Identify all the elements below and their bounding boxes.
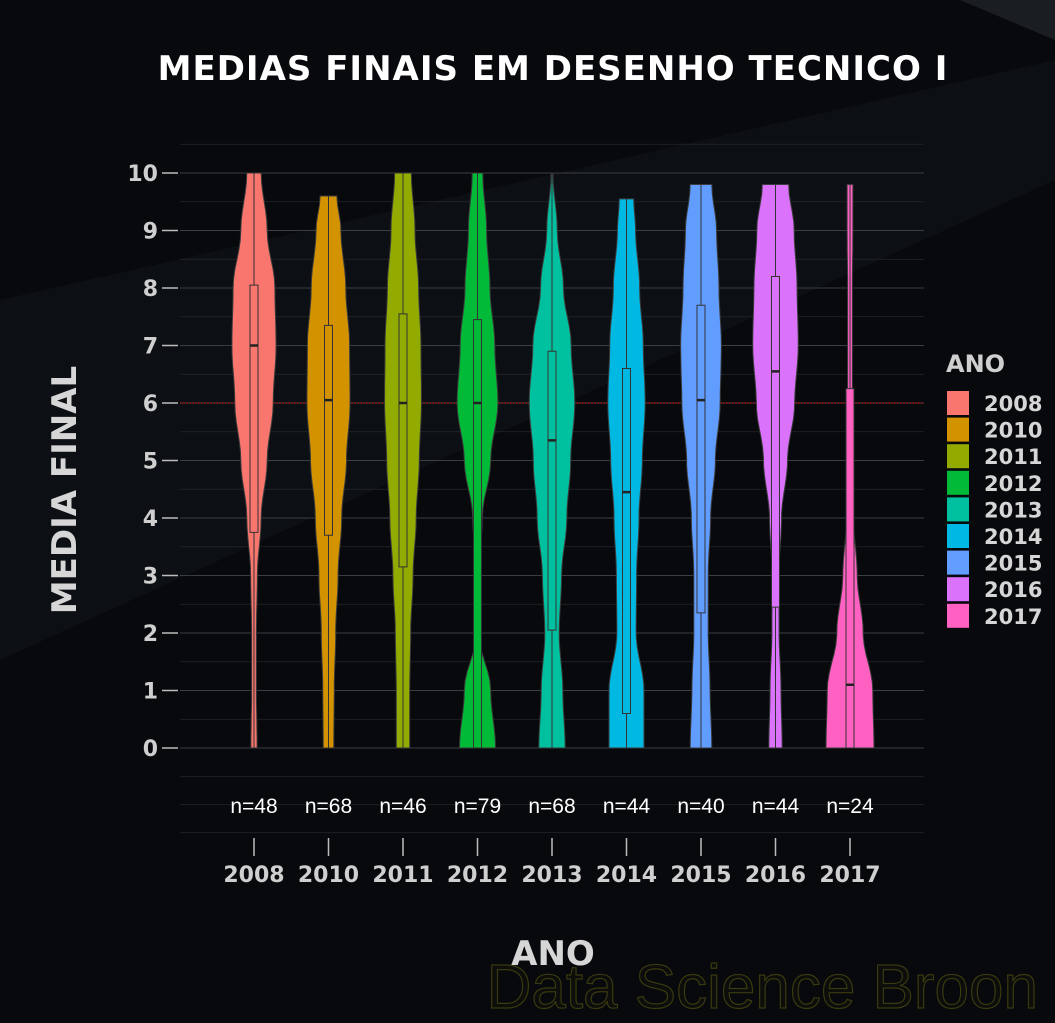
violin-2011 [383, 172, 423, 749]
count-label-2014: n=44 [603, 795, 651, 818]
legend-title: ANO [946, 350, 1005, 378]
y-axis-ticks: 0 1 2 3 4 5 6 7 8 9 10 [127, 162, 178, 762]
y-tick-label: 6 [143, 392, 158, 417]
y-tick-label: 7 [143, 335, 158, 360]
y-tick-label: 5 [143, 450, 158, 475]
legend-item-2017: 2017 [947, 603, 1042, 629]
legend-swatch [947, 417, 969, 442]
chart-title: MEDIAS FINAIS EM DESENHO TECNICO I [158, 49, 949, 89]
y-tick-label: 9 [143, 220, 158, 245]
box [696, 304, 706, 614]
box [398, 313, 408, 568]
violin-2015 [680, 184, 722, 749]
y-axis-title: MEDIA FINAL [45, 366, 85, 614]
count-label-2010: n=68 [305, 795, 352, 818]
legend-item-2016: 2016 [947, 577, 1042, 602]
legend-label: 2008 [984, 392, 1042, 416]
legend-item-2010: 2010 [947, 417, 1042, 443]
y-tick-label: 4 [143, 507, 158, 532]
legend-swatch [947, 550, 969, 575]
x-axis-title: ANO [511, 934, 595, 974]
legend-label: 2013 [984, 498, 1042, 522]
legend-item-2015: 2015 [947, 550, 1042, 576]
legend-label: 2011 [984, 445, 1042, 469]
legend-swatch [947, 577, 969, 602]
box [547, 350, 557, 631]
legend-label: 2010 [984, 419, 1042, 443]
y-tick-label: 8 [143, 277, 158, 302]
x-tick-label-2017: 2017 [819, 863, 880, 888]
violin-2010 [306, 195, 351, 749]
x-axis-ticks: 2008 2010 2011 2012 2013 2014 2015 2016 2017 [223, 838, 881, 888]
violins [231, 172, 875, 749]
x-tick-label-2008: 2008 [223, 863, 284, 888]
box [845, 388, 855, 749]
count-label-2017: n=24 [826, 795, 874, 818]
y-tick-label: 1 [143, 680, 158, 705]
box [622, 368, 631, 714]
legend-label: 2012 [984, 472, 1042, 496]
y-tick-label: 2 [143, 622, 158, 647]
y-tick-label: 10 [127, 162, 158, 187]
background-corner [960, 0, 1055, 40]
legend-label: 2017 [984, 605, 1042, 629]
legend-item-2011: 2011 [947, 444, 1042, 469]
legend-item-2014: 2014 [947, 524, 1042, 549]
legend-swatch [947, 497, 969, 522]
count-label-2011: n=46 [379, 795, 426, 818]
x-tick-label-2014: 2014 [596, 863, 657, 888]
legend-label: 2016 [984, 578, 1042, 602]
legend-label: 2015 [984, 552, 1042, 576]
x-tick-label-2013: 2013 [521, 863, 582, 888]
x-tick-label-2010: 2010 [298, 863, 359, 888]
count-label-2008: n=48 [230, 795, 277, 818]
violin-2016 [752, 184, 799, 749]
legend-item-2013: 2013 [947, 497, 1042, 522]
legend-swatch [947, 391, 969, 415]
legend-item-2012: 2012 [947, 470, 1042, 496]
count-label-2015: n=40 [677, 795, 724, 818]
sample-counts: n=48 n=68 n=46 n=79 n=68 n=44 n=40 n=44 n=24 [230, 795, 874, 818]
violin-2008 [231, 172, 277, 749]
watermark: Data Science Broon [487, 953, 1038, 1022]
box [324, 324, 333, 536]
violin-2012 [456, 172, 499, 749]
box [473, 319, 482, 749]
x-tick-label-2015: 2015 [670, 863, 731, 888]
x-tick-label-2012: 2012 [447, 863, 508, 888]
count-label-2013: n=68 [528, 795, 575, 818]
box [771, 276, 780, 608]
y-tick-label: 0 [143, 737, 158, 762]
count-label-2012: n=79 [454, 795, 501, 818]
legend-swatch [947, 470, 969, 495]
violin-2017 [825, 184, 875, 749]
x-tick-label-2016: 2016 [745, 863, 806, 888]
y-tick-label: 3 [143, 565, 158, 590]
violin-2014 [607, 198, 646, 749]
x-tick-label-2011: 2011 [372, 863, 433, 888]
legend-swatch [947, 603, 969, 628]
box [249, 284, 259, 533]
legend-label: 2014 [984, 525, 1042, 549]
count-label-2016: n=44 [752, 795, 800, 818]
violin-2013 [528, 172, 576, 749]
legend-swatch [947, 524, 969, 548]
legend-item-2008: 2008 [947, 391, 1042, 416]
legend-swatch [947, 444, 969, 469]
